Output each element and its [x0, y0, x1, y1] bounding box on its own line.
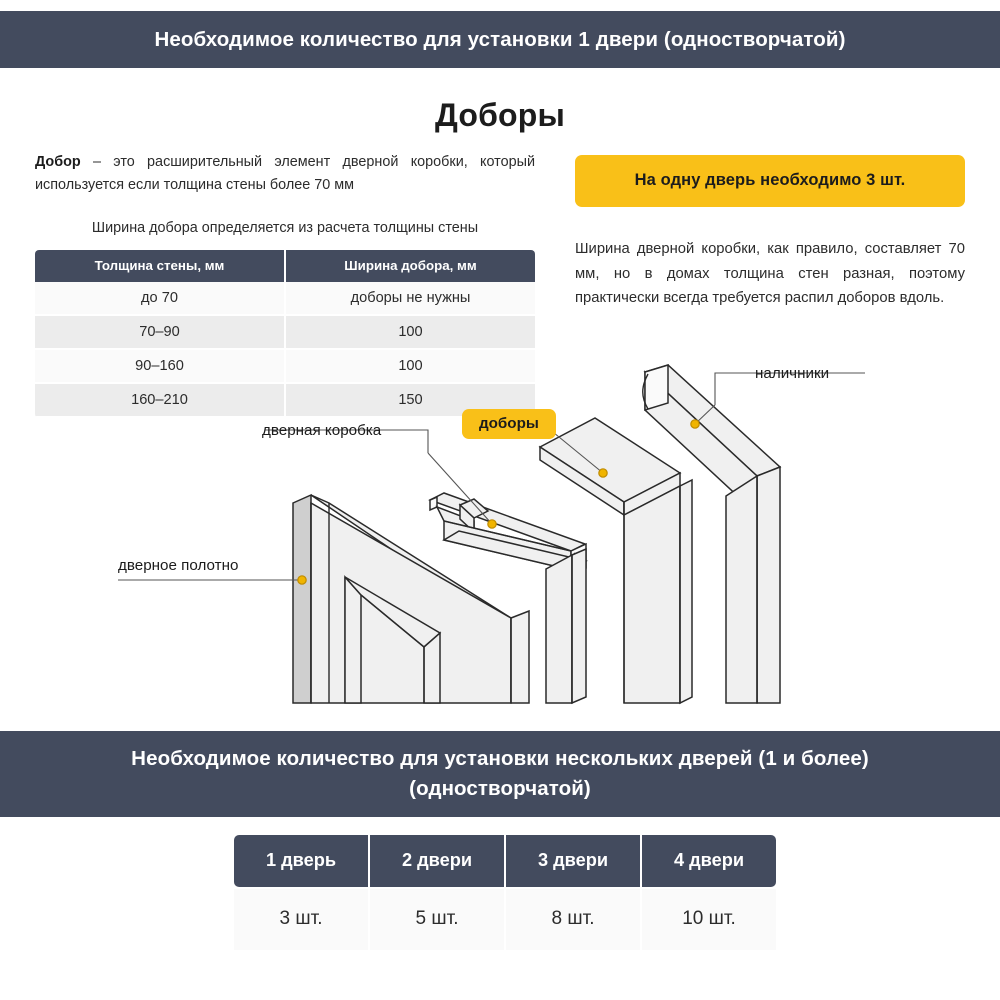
- dvernaya-korobka-label: дверная коробка: [262, 422, 382, 439]
- header-banner-bottom: Необходимое количество для установки нес…: [0, 731, 1000, 817]
- table-row: 90–160 100: [35, 348, 535, 384]
- doors-count-header: 4 двери: [642, 835, 776, 887]
- dobory-quantity-value: 5 шт.: [370, 889, 504, 950]
- dobory-badge: доборы: [462, 409, 556, 439]
- doors-count-header: 2 двери: [370, 835, 504, 887]
- doors-table-header-row: 1 дверь 2 двери 3 двери 4 двери: [234, 835, 776, 887]
- right-paragraph: Ширина дверной коробки, как правило, сос…: [575, 241, 965, 307]
- dvernoe-polotno-label: дверное полотно: [118, 557, 238, 574]
- page-title: Доборы: [434, 97, 566, 133]
- dobory-shape: [538, 417, 693, 705]
- dobor-width-value: 100: [285, 348, 535, 384]
- nalichniki-leader: [690, 372, 865, 429]
- dobor-width-value: 100: [285, 314, 535, 350]
- dvernoe-polotno-leader: [118, 575, 307, 585]
- door-assembly-svg: .f { fill:#f0f0f0; stroke:#2a2a2a; strok…: [118, 363, 865, 705]
- nalichniki-shape: [642, 363, 782, 704]
- wall-thickness-value: 90–160: [35, 348, 286, 384]
- wall-thickness-value: до 70: [35, 281, 286, 316]
- doors-count-header: 3 двери: [506, 835, 640, 887]
- table-row: 70–90 100: [35, 314, 535, 350]
- dobory-quantity-value: 10 шт.: [642, 889, 776, 950]
- nalichniki-label: наличники: [755, 365, 829, 382]
- intro-term: Добор: [35, 154, 81, 170]
- wall-thickness-value: 160–210: [35, 382, 286, 418]
- intro-paragraph: Добор – это расширительный элемент дверн…: [35, 151, 535, 198]
- quantity-callout-badge: На одну дверь необходимо 3 шт.: [575, 155, 965, 207]
- dvernaya-korobka-shape: [428, 492, 588, 705]
- header-banner-top-text: Необходимое количество для установки 1 д…: [154, 27, 846, 51]
- table-row: до 70 доборы не нужны: [35, 281, 535, 316]
- wall-table-header-row: Толщина стены, мм Ширина добора, мм: [35, 249, 535, 282]
- left-column: Добор – это расширительный элемент дверн…: [35, 151, 535, 418]
- wall-table-col-width: Ширина добора, мм: [285, 249, 535, 282]
- header-banner-bottom-line2: (одностворчатой): [409, 777, 591, 800]
- dobor-width-value: доборы не нужны: [285, 281, 535, 316]
- wall-thickness-value: 70–90: [35, 314, 286, 350]
- doors-count-header: 1 дверь: [234, 835, 368, 887]
- header-banner-bottom-line1: Необходимое количество для установки нес…: [131, 747, 869, 771]
- wall-table-col-thickness: Толщина стены, мм: [35, 249, 286, 282]
- dobory-quantity-value: 3 шт.: [234, 889, 368, 950]
- dobory-quantity-value: 8 шт.: [506, 889, 640, 950]
- wall-table-caption: Ширина добора определяется из расчета то…: [91, 219, 479, 236]
- intro-text: – это расширительный элемент дверной кор…: [35, 154, 535, 194]
- wall-thickness-table: Толщина стены, мм Ширина добора, мм до 7…: [35, 249, 535, 418]
- dvernoe-polotno-shape: [292, 493, 530, 704]
- right-column: На одну дверь необходимо 3 шт. Ширина дв…: [575, 155, 965, 311]
- doors-quantity-table: 1 дверь 2 двери 3 двери 4 двери 3 шт. 5 …: [232, 833, 778, 952]
- door-assembly-diagram: .f { fill:#f0f0f0; stroke:#2a2a2a; strok…: [0, 355, 1000, 725]
- table-row: 3 шт. 5 шт. 8 шт. 10 шт.: [234, 889, 776, 950]
- header-banner-top: Необходимое количество для установки 1 д…: [0, 11, 1000, 68]
- dvernaya-korobka-leader: [265, 429, 497, 529]
